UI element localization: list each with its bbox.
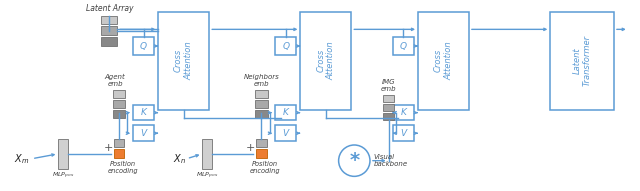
Text: Visual
backbone: Visual backbone [374,154,408,167]
Text: K: K [141,108,147,117]
Bar [113,110,125,117]
Text: V: V [283,129,289,138]
Bar [550,12,614,110]
Text: $X_m$: $X_m$ [14,152,29,166]
Text: IMG
emb: IMG emb [381,79,396,92]
Text: Q: Q [400,41,407,50]
Text: V: V [141,129,147,138]
Bar [383,113,394,120]
Bar [383,95,394,102]
Bar [255,90,268,98]
Text: Cross
Attention: Cross Attention [316,41,335,80]
Text: Q: Q [282,41,289,50]
Text: Position
encoding: Position encoding [250,161,280,174]
Text: Latent
Transformer: Latent Transformer [572,35,592,86]
Text: K: K [401,108,406,117]
Text: Position
encoding: Position encoding [108,161,138,174]
Bar [102,37,117,46]
Bar [256,149,267,158]
Bar [255,100,268,108]
Text: $X_n$: $X_n$ [173,152,186,166]
Bar [113,100,125,108]
Bar [133,37,154,55]
Text: Neighbors
emb: Neighbors emb [243,74,279,87]
Bar [418,12,469,110]
Bar [58,139,68,168]
Bar [275,37,296,55]
Text: Agent
emb: Agent emb [105,74,125,87]
Text: Cross
Attention: Cross Attention [174,41,193,80]
Text: *: * [349,151,360,170]
Bar [255,110,268,117]
Text: V: V [400,129,406,138]
Text: Cross
Attention: Cross Attention [434,41,453,80]
Bar [275,125,296,141]
Bar [102,16,117,24]
Bar [392,125,414,141]
Text: +: + [246,143,255,153]
Bar [114,139,125,147]
Bar [383,104,394,111]
Text: K: K [283,108,289,117]
Text: Q: Q [140,41,147,50]
Bar [392,37,414,55]
Bar [158,12,209,110]
Bar [202,139,212,168]
Bar [114,149,125,158]
Bar [392,105,414,121]
Bar [300,12,351,110]
Bar [133,125,154,141]
Text: Latent Array: Latent Array [86,4,133,13]
Bar [102,26,117,35]
Text: +: + [104,143,113,153]
Bar [256,139,267,147]
Bar [113,90,125,98]
Text: MLP$_{pos}$: MLP$_{pos}$ [196,171,218,181]
Bar [275,105,296,121]
Text: MLP$_{pos}$: MLP$_{pos}$ [52,171,74,181]
Bar [133,105,154,121]
